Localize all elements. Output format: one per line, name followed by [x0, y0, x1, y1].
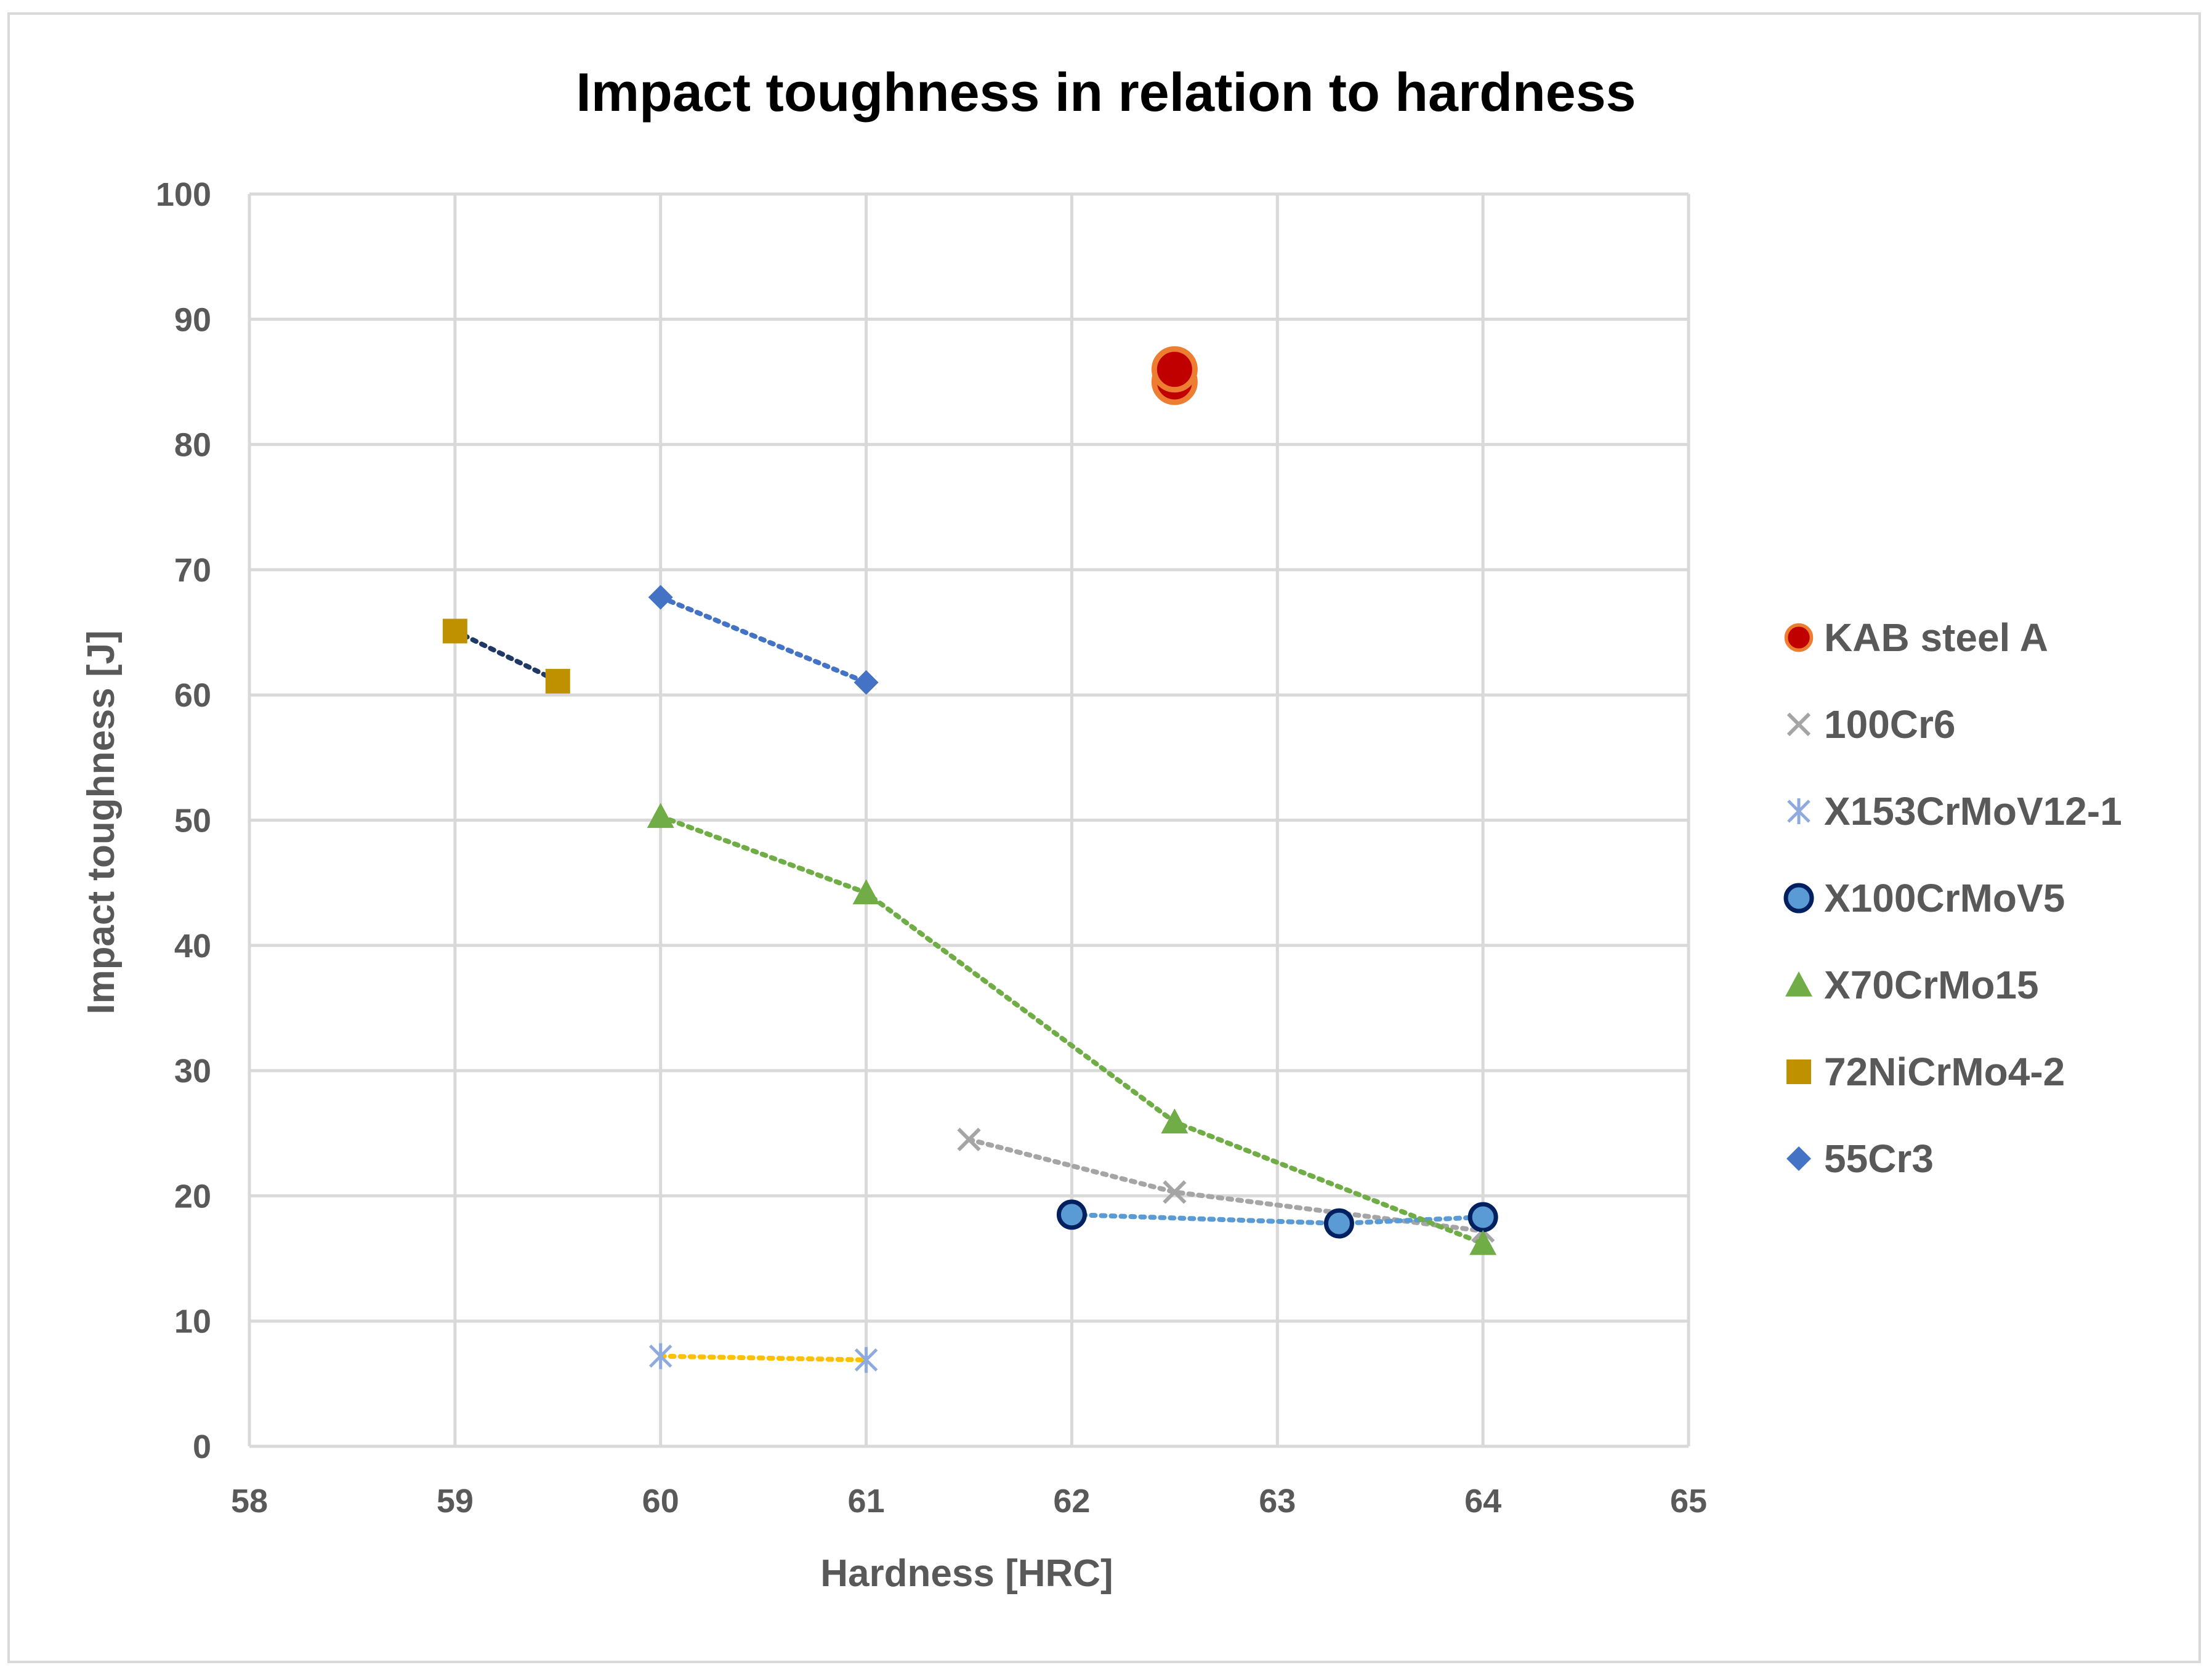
data-point [1467, 1202, 1498, 1233]
legend-label: X100CrMoV5 [1824, 876, 2065, 920]
y-tick-labels: 0 10 20 30 40 50 60 70 80 90 100 [156, 176, 211, 1465]
data-point [1323, 1208, 1354, 1239]
y-tick-label: 50 [174, 803, 211, 840]
legend-label: X153CrMoV12-1 [1824, 789, 2122, 833]
x-tick-label: 60 [642, 1483, 679, 1520]
legend-marker [1785, 971, 1812, 997]
legend-label: 55Cr3 [1824, 1136, 1934, 1181]
legend-item: KAB steel A [1784, 615, 2048, 660]
legend-label: KAB steel A [1824, 615, 2048, 660]
legend-marker [1784, 623, 1814, 652]
trendline [452, 628, 560, 684]
y-tick-label: 30 [174, 1053, 211, 1090]
y-tick-label: 20 [174, 1178, 211, 1215]
data-point [1163, 1180, 1187, 1204]
y-tick-label: 0 [193, 1428, 211, 1465]
legend-label: X70CrMo15 [1824, 963, 2039, 1007]
data-point [647, 803, 674, 828]
data-point [1151, 346, 1198, 393]
data-point [852, 879, 880, 905]
y-tick-label: 40 [174, 928, 211, 965]
y-tick-label: 60 [174, 677, 211, 714]
trendline [658, 814, 1486, 1246]
legend-label: 72NiCrMo4-2 [1824, 1050, 2065, 1094]
data-point [957, 1127, 981, 1152]
data-point [854, 1347, 878, 1373]
legend-item: X70CrMo15 [1785, 963, 2039, 1007]
legend-item: X153CrMoV12-1 [1787, 789, 2122, 833]
legend-marker [1786, 1146, 1811, 1171]
legend-item: 55Cr3 [1786, 1136, 1934, 1181]
legend-marker [1786, 712, 1811, 737]
y-tick-label: 10 [174, 1303, 211, 1340]
data-point [854, 670, 879, 695]
y-tick-label: 100 [156, 176, 211, 213]
legend-marker [1783, 883, 1814, 913]
legend-item: X100CrMoV5 [1783, 876, 2065, 920]
x-tick-label: 59 [437, 1483, 474, 1520]
data-point [648, 1343, 672, 1369]
data-point [1469, 1229, 1497, 1255]
data-point [648, 585, 673, 610]
trendline [966, 1136, 1486, 1234]
data-points [442, 346, 1498, 1373]
legend: KAB steel A 100Cr6 X153CrMoV12-1 X100CrMoV5… [1783, 615, 2122, 1181]
trendline [658, 1353, 869, 1363]
data-point [545, 668, 570, 694]
y-tick-label: 80 [174, 427, 211, 464]
trendline [658, 594, 869, 685]
y-axis-label: Impact toughness [J] [80, 630, 123, 1015]
x-tick-label: 63 [1259, 1483, 1296, 1520]
legend-marker [1787, 798, 1810, 824]
data-point [1056, 1199, 1087, 1230]
x-tick-label: 65 [1670, 1483, 1707, 1520]
chart-frame [7, 12, 2201, 1663]
data-point [1161, 1108, 1189, 1134]
x-tick-label: 64 [1464, 1483, 1501, 1520]
grid-lines [248, 192, 1690, 1448]
trendlines [452, 594, 1486, 1363]
legend-marker [1786, 1059, 1811, 1084]
x-tick-labels: 58 59 60 61 62 63 64 65 [231, 1483, 1707, 1520]
y-tick-label: 90 [174, 301, 211, 338]
x-tick-label: 61 [848, 1483, 885, 1520]
legend-item: 72NiCrMo4-2 [1786, 1050, 2065, 1094]
data-point [442, 618, 467, 644]
x-axis-label: Hardness [HRC] [820, 1552, 1113, 1595]
y-tick-label: 70 [174, 552, 211, 589]
legend-label: 100Cr6 [1824, 702, 1956, 747]
x-tick-label: 58 [231, 1483, 268, 1520]
x-tick-label: 62 [1053, 1483, 1090, 1520]
legend-item: 100Cr6 [1786, 702, 1956, 747]
chart-title: Impact toughness in relation to hardness [576, 62, 1636, 123]
